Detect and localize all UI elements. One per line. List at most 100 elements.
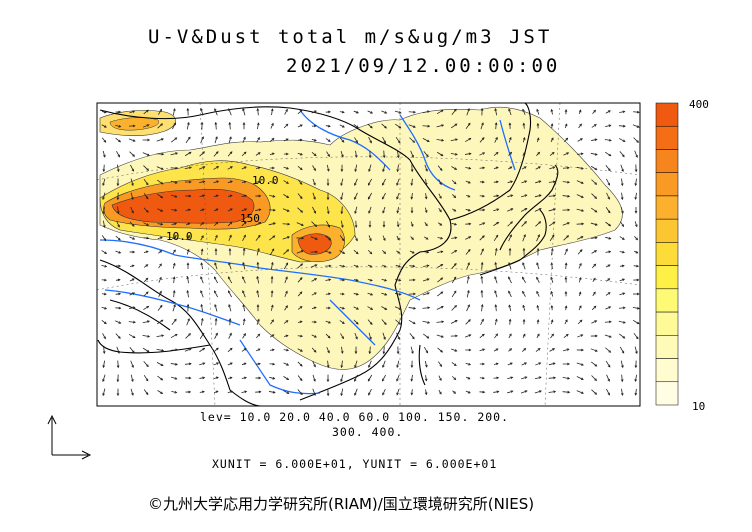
wind-arrow <box>187 290 189 298</box>
wind-arrow-head <box>538 376 542 379</box>
wind-arrow-head <box>242 290 245 294</box>
wind-arrow-head <box>524 221 527 224</box>
wind-arrow-head <box>580 377 584 380</box>
wind-arrow-head <box>538 390 542 393</box>
wind-arrow-head <box>368 351 372 355</box>
wind-arrow <box>143 361 149 367</box>
wind-arrow <box>326 151 330 157</box>
wind-arrow <box>535 221 541 227</box>
wind-arrow-head <box>467 122 471 126</box>
wind-arrow <box>549 166 555 170</box>
wind-arrow <box>213 166 219 170</box>
wind-arrow <box>422 333 430 339</box>
wind-arrow <box>464 153 472 155</box>
wind-arrow <box>256 248 260 256</box>
wind-arrow-head <box>635 154 638 158</box>
wind-arrow <box>408 307 416 309</box>
wind-arrow-head <box>229 390 233 394</box>
wind-arrow <box>536 152 540 156</box>
wind-arrow <box>494 290 498 298</box>
colorbar-swatch <box>655 288 679 313</box>
wind-arrow <box>142 347 150 353</box>
wind-arrow-head <box>580 236 584 239</box>
wind-arrow <box>481 304 483 312</box>
wind-arrow-head <box>160 363 164 366</box>
wind-arrow <box>466 108 470 116</box>
wind-arrow-head <box>102 169 106 173</box>
wind-arrow <box>522 109 526 115</box>
wind-arrow <box>268 222 276 226</box>
wind-arrow <box>340 374 344 382</box>
wind-arrow-head <box>480 107 484 111</box>
wind-arrow <box>312 374 316 382</box>
wind-arrow <box>576 208 584 212</box>
wind-arrow-head <box>383 251 387 255</box>
wind-arrow-head <box>342 278 346 282</box>
wind-arrow <box>549 234 555 242</box>
wind-arrow <box>184 363 192 365</box>
wind-arrow-head <box>174 222 177 226</box>
wind-arrow <box>424 207 428 213</box>
wind-arrow-head <box>215 136 218 140</box>
wind-arrow-head <box>356 307 360 310</box>
wind-arrow <box>522 305 526 311</box>
wind-arrow-head <box>439 378 442 382</box>
wind-arrow <box>270 305 274 311</box>
wind-arrow-head <box>215 332 218 336</box>
wind-arrow-head <box>299 306 303 309</box>
wind-arrow-head <box>228 248 232 251</box>
wind-arrow <box>465 137 471 143</box>
wind-arrow <box>129 236 135 240</box>
wind-arrow <box>215 122 217 130</box>
wind-arrow <box>353 293 359 295</box>
wind-arrow-head <box>215 376 219 380</box>
wind-arrow <box>395 279 401 281</box>
wind-arrow <box>521 194 527 198</box>
wind-arrow-head <box>341 336 344 340</box>
wind-arrow <box>521 180 527 184</box>
wind-arrow <box>620 221 624 227</box>
wind-arrow-head <box>467 289 470 293</box>
wind-arrow <box>170 167 178 169</box>
wind-arrow-head <box>272 362 276 366</box>
wind-arrow-head <box>285 290 288 294</box>
wind-arrow <box>172 263 176 269</box>
wind-arrow-head <box>159 263 162 267</box>
wind-arrow-head <box>622 321 626 324</box>
wind-arrow <box>340 220 344 228</box>
wind-arrow-head <box>580 195 584 198</box>
wind-arrow <box>200 262 204 270</box>
wind-arrow-head <box>326 211 330 215</box>
wind-arrow-head <box>202 180 206 184</box>
wind-arrow <box>297 207 303 213</box>
wind-arrow-head <box>607 264 611 268</box>
wind-arrow <box>227 347 233 353</box>
wind-arrow <box>605 165 611 171</box>
wind-arrow <box>157 223 163 225</box>
wind-arrow-head <box>564 276 568 280</box>
wind-arrow <box>507 362 513 366</box>
wind-arrow-head <box>496 208 500 212</box>
wind-arrow <box>381 306 387 310</box>
wind-arrow-head <box>607 292 611 295</box>
wind-arrow-head <box>367 196 371 200</box>
wind-arrow-head <box>313 349 317 353</box>
wind-arrow-head <box>467 180 471 184</box>
wind-arrow <box>101 235 107 241</box>
wind-arrow <box>411 178 413 186</box>
wind-arrow-head <box>440 264 444 267</box>
wind-vector-field <box>101 107 640 397</box>
wind-arrow <box>368 206 372 214</box>
wind-arrow-head <box>382 392 385 396</box>
wind-arrow <box>508 276 512 284</box>
wind-arrow-head <box>102 183 105 187</box>
colorbar <box>655 102 679 406</box>
wind-arrow <box>242 333 246 339</box>
wind-arrow-head <box>593 291 596 295</box>
wind-arrow <box>297 375 303 381</box>
wind-arrow <box>605 306 611 310</box>
wind-arrow-head <box>567 376 571 380</box>
wind-arrow-head <box>495 234 499 238</box>
wind-arrow-head <box>440 109 444 113</box>
wind-arrow-head <box>608 350 612 353</box>
